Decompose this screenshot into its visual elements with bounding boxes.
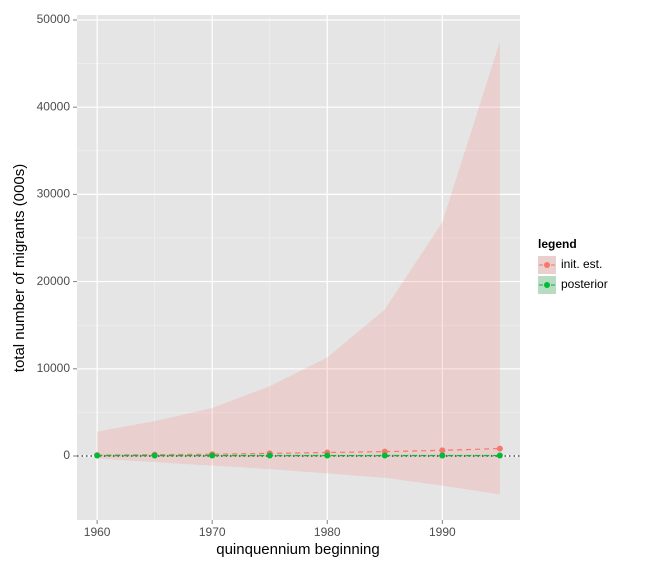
y-tick-label: 10000 — [37, 361, 71, 375]
y-tick-label: 50000 — [37, 12, 71, 26]
legend-key-point — [544, 262, 550, 268]
x-tick-label: 1990 — [429, 525, 456, 539]
legend-key-point — [544, 282, 550, 288]
point — [151, 452, 158, 459]
plot-background — [77, 15, 520, 520]
point — [94, 452, 101, 459]
point — [439, 452, 446, 459]
point — [381, 452, 388, 459]
y-tick-label: 40000 — [37, 99, 71, 113]
y-axis-label: total number of migrants (000s) — [11, 164, 28, 372]
legend-title: legend — [538, 237, 577, 251]
point — [209, 452, 216, 459]
x-axis-label: quinquennium beginning — [216, 541, 379, 558]
y-tick-label: 20000 — [37, 274, 71, 288]
point — [496, 445, 503, 452]
x-tick-label: 1960 — [84, 525, 111, 539]
x-tick-label: 1980 — [314, 525, 341, 539]
point — [324, 452, 331, 459]
y-tick-label: 0 — [63, 448, 70, 462]
series-line — [97, 447, 500, 456]
legend-label: init. est. — [561, 257, 602, 271]
point — [266, 452, 273, 459]
ribbon — [97, 41, 500, 495]
x-tick-label: 1970 — [199, 525, 226, 539]
legend-label: posterior — [561, 277, 608, 291]
point — [439, 447, 446, 454]
point — [496, 452, 503, 459]
y-tick-label: 30000 — [37, 187, 71, 201]
